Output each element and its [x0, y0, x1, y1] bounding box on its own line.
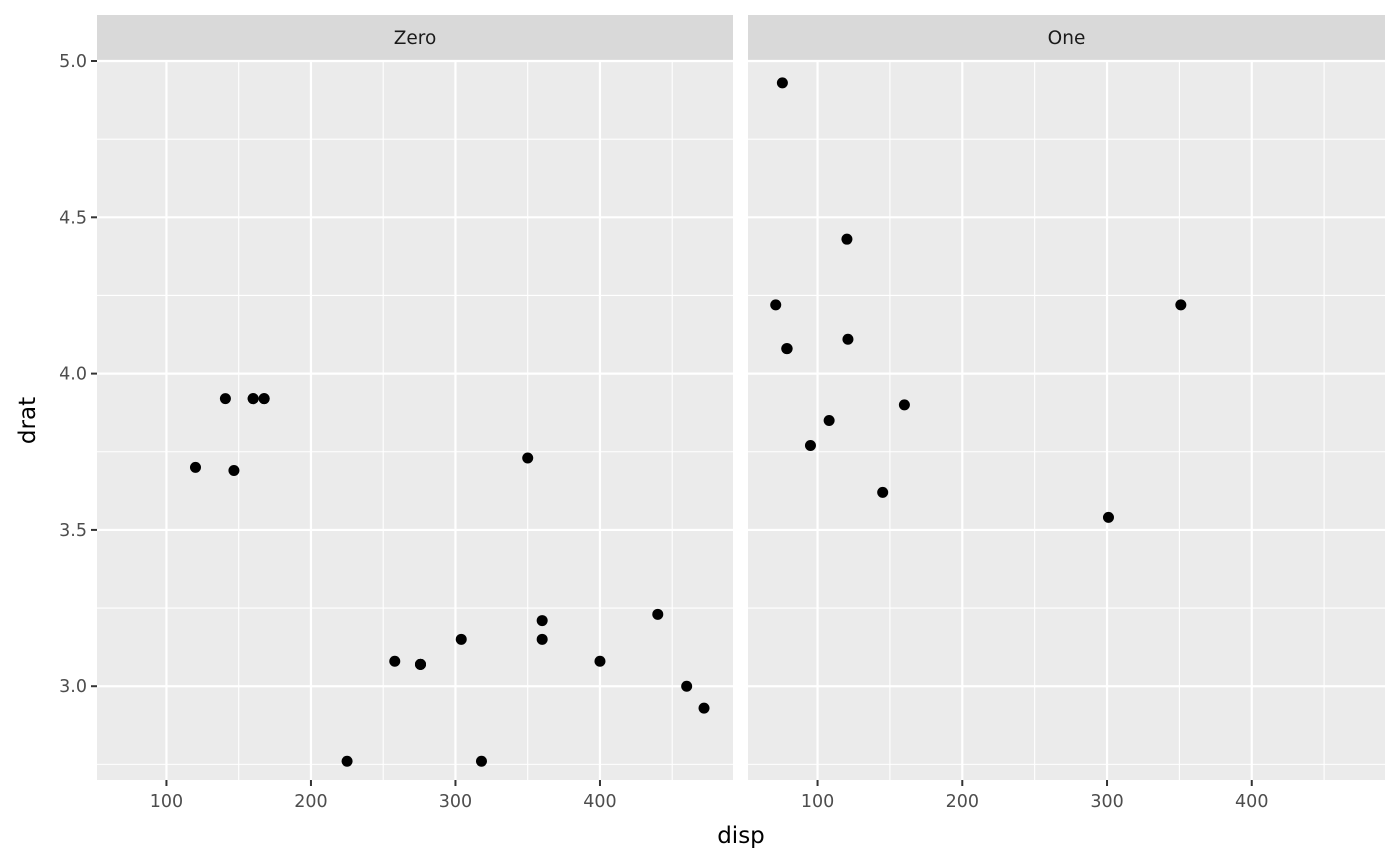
strip-label: One — [1048, 28, 1086, 49]
data-point — [770, 299, 782, 311]
data-point — [536, 615, 548, 627]
data-point — [877, 486, 889, 498]
y-tick-label: 3.5 — [59, 521, 87, 541]
x-tick-label: 200 — [294, 792, 327, 812]
data-point — [1175, 299, 1187, 311]
x-axis-title: disp — [717, 823, 765, 849]
strip-background — [97, 15, 733, 60]
data-point — [1102, 511, 1114, 523]
x-tick-label: 100 — [150, 792, 183, 812]
x-tick-label: 400 — [583, 792, 616, 812]
strip-label: Zero — [394, 28, 437, 49]
y-tick-label: 3.0 — [59, 677, 87, 697]
data-point — [341, 755, 353, 767]
data-point — [681, 680, 693, 692]
x-tick-label: 200 — [946, 792, 979, 812]
data-point — [389, 655, 401, 667]
panel-one: One 100 200 300 400 — [748, 15, 1385, 812]
panel-background — [97, 61, 733, 780]
data-point — [455, 633, 467, 645]
data-point — [536, 633, 548, 645]
data-point — [842, 333, 854, 345]
data-point — [228, 465, 240, 477]
x-tick-label: 100 — [801, 792, 834, 812]
data-point — [652, 608, 664, 620]
panel-zero: Zero 100 200 300 400 — [97, 15, 733, 812]
x-tick-label: 300 — [439, 792, 472, 812]
y-axis: 3.0 3.5 4.0 4.5 5.0 — [59, 52, 97, 697]
data-point — [189, 461, 201, 473]
y-tick-label: 5.0 — [59, 52, 87, 72]
strip-background — [748, 15, 1385, 60]
data-point — [776, 77, 788, 89]
panel-background — [748, 61, 1385, 780]
y-axis-title: drat — [15, 397, 41, 444]
x-tick-label: 300 — [1090, 792, 1123, 812]
y-tick-label: 4.0 — [59, 365, 87, 385]
data-point — [258, 393, 270, 405]
data-point — [781, 343, 793, 355]
data-point — [594, 655, 606, 667]
data-point — [898, 399, 910, 411]
data-point — [841, 233, 853, 245]
x-tick-label: 400 — [1235, 792, 1268, 812]
data-point — [475, 755, 487, 767]
data-point — [823, 415, 835, 426]
data-point — [522, 452, 534, 464]
data-point — [247, 393, 259, 405]
y-tick-label: 4.5 — [59, 208, 87, 228]
data-point — [414, 658, 426, 670]
data-point — [698, 702, 710, 714]
data-point — [219, 393, 231, 405]
data-point — [804, 440, 816, 452]
panels: Zero 100 200 300 400 One 100 200 300 400 — [97, 15, 1385, 812]
